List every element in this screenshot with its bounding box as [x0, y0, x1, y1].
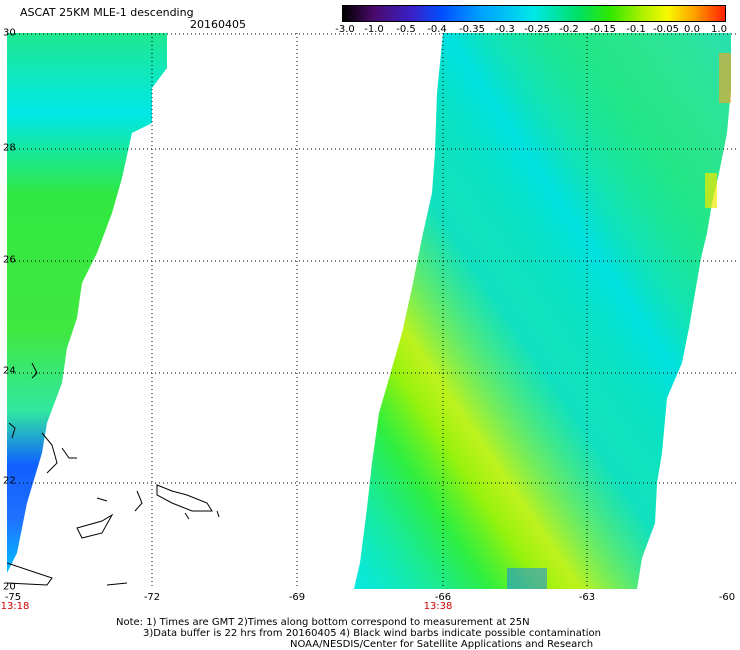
lon-label: -60 [718, 592, 736, 603]
product-title: ASCAT 25KM MLE-1 descending [20, 6, 194, 19]
product-date: 20160405 [190, 18, 246, 31]
note-line: NOAA/NESDIS/Center for Satellite Applica… [290, 639, 594, 650]
lon-label: -75 [4, 592, 22, 603]
colorbar-label: -3.0 [335, 24, 355, 35]
pass-time: 13:18 [0, 601, 30, 612]
right-swath-overlay [354, 33, 731, 589]
colorbar-label: -0.35 [459, 24, 485, 35]
lat-label: 24 [3, 365, 16, 377]
colorbar-label: -0.1 [626, 24, 646, 35]
colorbar-label: -1.0 [364, 24, 384, 35]
note-line: 3)Data buffer is 22 hrs from 20160405 4)… [143, 628, 601, 639]
pass-time: 13:38 [423, 601, 453, 612]
colorbar-label: -0.25 [524, 24, 550, 35]
colorbar-label: -0.05 [653, 24, 679, 35]
colorbar-label: -0.4 [427, 24, 447, 35]
colorbar [342, 5, 726, 22]
lon-label: -72 [143, 592, 161, 603]
lon-label: -69 [288, 592, 306, 603]
colorbar-label: 1.0 [711, 24, 727, 35]
lat-label: 28 [3, 142, 16, 154]
colorbar-label: 0.0 [684, 24, 700, 35]
lat-label: 20 [3, 581, 16, 593]
swath-hotspot [719, 53, 731, 103]
lon-label: -66 [434, 592, 452, 603]
lat-label: 22 [3, 475, 16, 487]
lat-label: 26 [3, 254, 16, 266]
lat-label: 30 [3, 27, 16, 39]
swath-hotspot [507, 568, 547, 589]
lat-lon-grid [7, 33, 738, 589]
swath-hotspot [705, 173, 717, 208]
colorbar-label: -0.15 [590, 24, 616, 35]
note-line: Note: 1) Times are GMT 2)Times along bot… [116, 617, 530, 628]
wind-map [7, 33, 738, 589]
colorbar-label: -0.5 [396, 24, 416, 35]
colorbar-label: -0.3 [495, 24, 515, 35]
coastlines [7, 362, 220, 586]
lon-label: -63 [578, 592, 596, 603]
left-swath [7, 33, 167, 573]
colorbar-label: -0.2 [559, 24, 579, 35]
